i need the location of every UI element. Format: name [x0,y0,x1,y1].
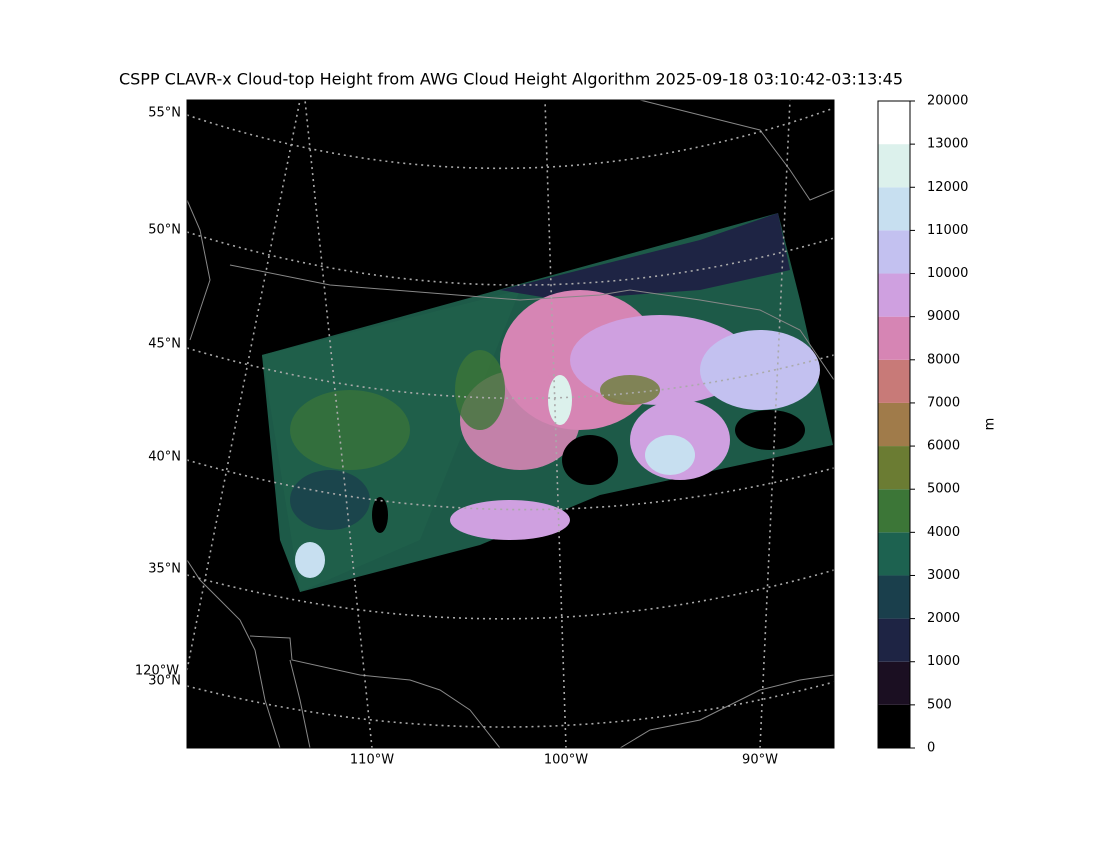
latitude-label: 30°N [148,674,181,689]
colorbar-tick-label: 4000 [927,525,960,540]
colorbar-bin [878,230,910,274]
colorbar-tick-label: 1000 [927,654,960,669]
colorbar-bin [878,273,910,317]
colorbar-tick-label: 7000 [927,395,960,410]
colorbar-tick-label: 8000 [927,352,960,367]
longitude-label: 90°W [742,753,778,768]
colorbar-tick-label: 9000 [927,309,960,324]
colorbar-frame [877,100,911,749]
colorbar-bin [878,359,910,403]
colorbar-tick-label: 10000 [927,266,968,281]
longitude-label: 120°W [135,664,179,679]
colorbar-tick-label: 20000 [927,94,968,109]
colorbar-bin [878,316,910,360]
colorbar-tick-label: 500 [927,697,952,712]
colorbar: 0 500 1000 2000 3000 4000 5000 6000 7000 8000 9000… [877,94,998,756]
longitude-label: 100°W [544,753,588,768]
colorbar-bin [878,187,910,231]
colorbar-tick-label: 2000 [927,611,960,626]
colorbar-bin [878,144,910,188]
title: CSPP CLAVR-x Cloud-top Height from AWG C… [119,70,903,89]
colorbar-bin [878,532,910,576]
colorbar-bin [878,704,910,748]
latitude-label: 40°N [148,450,181,465]
colorbar-bin [878,402,910,447]
map-frame [186,99,835,749]
latitude-label: 45°N [148,337,181,352]
colorbar-tick-label: 0 [927,741,935,756]
longitude-label: 110°W [350,753,394,768]
latitude-label: 55°N [148,106,181,121]
colorbar-tick-label: 11000 [927,223,968,238]
colorbar-tick-label: 6000 [927,439,960,454]
colorbar-tick-label: 12000 [927,180,968,195]
colorbar-label: m [983,418,998,431]
colorbar-tick-label: 5000 [927,482,960,497]
latitude-label: 50°N [148,223,181,238]
latitude-label: 35°N [148,562,181,577]
colorbar-tick-label: 3000 [927,568,960,583]
colorbar-bin [878,101,910,145]
colorbar-bin [878,661,910,705]
colorbar-tick-label: 13000 [927,137,968,152]
map [187,100,834,748]
colorbar-bin [878,618,910,662]
colorbar-bin [878,575,910,619]
colorbar-bin [878,446,910,490]
colorbar-bin [878,489,910,533]
cloud-swath [262,213,833,592]
